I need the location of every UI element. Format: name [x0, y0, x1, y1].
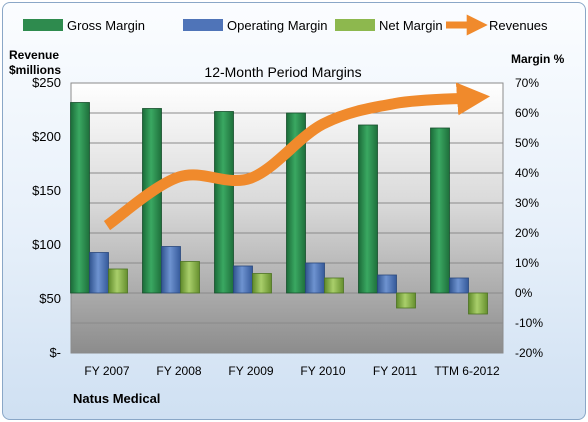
category-label: FY 2007 — [84, 364, 129, 378]
right-tick-label: 0% — [515, 286, 533, 300]
right-tick-label: -10% — [515, 316, 543, 330]
left-axis-title-line1: Revenue — [9, 48, 59, 62]
net-margin-bar — [324, 277, 344, 294]
legend-item-operating-margin: Operating Margin — [183, 18, 327, 33]
net-margin-bar — [396, 292, 416, 309]
legend-swatch-gross-margin — [23, 19, 63, 31]
right-tick-label: 20% — [515, 226, 539, 240]
bars — [70, 102, 488, 315]
margins-chart: Gross Margin Operating Margin Net Margin… — [9, 14, 565, 406]
net-margin-bar — [180, 261, 200, 294]
legend: Gross Margin Operating Margin Net Margin… — [23, 14, 548, 36]
legend-item-revenues: Revenues — [446, 14, 548, 36]
left-tick-label: $200 — [32, 129, 61, 144]
legend-label-net-margin: Net Margin — [379, 18, 443, 33]
left-axis-title-line2: $millions — [9, 63, 61, 77]
legend-item-net-margin: Net Margin — [335, 18, 443, 33]
operating-margin-bar — [377, 274, 397, 294]
category-label: FY 2009 — [228, 364, 273, 378]
legend-swatch-net-margin — [335, 19, 375, 31]
right-tick-label: -20% — [515, 346, 543, 360]
left-tick-label: $50 — [39, 291, 61, 306]
legend-item-gross-margin: Gross Margin — [23, 18, 145, 33]
revenues-line — [103, 82, 491, 231]
left-tick-label: $250 — [32, 75, 61, 90]
revenue-line-layer — [103, 82, 491, 231]
chart-title: 12-Month Period Margins — [204, 64, 361, 80]
right-tick-label: 10% — [515, 256, 539, 270]
legend-label-revenues: Revenues — [489, 18, 548, 33]
operating-margin-bar — [161, 246, 181, 294]
right-tick-label: 30% — [515, 196, 539, 210]
net-margin-bar — [468, 292, 488, 315]
net-margin-bar — [108, 268, 128, 294]
right-axis-title: Margin % — [511, 52, 565, 66]
gross-margin-bar — [70, 102, 90, 294]
right-axis-ticks: -20% -10% 0% 10% 20% 30% 40% 50% 60% 70% — [515, 76, 543, 360]
operating-margin-bar — [233, 265, 253, 294]
left-tick-label: $- — [49, 345, 61, 360]
gross-margin-bar — [430, 127, 450, 294]
category-label: FY 2010 — [300, 364, 345, 378]
operating-margin-bar — [305, 262, 325, 294]
operating-margin-bar — [449, 277, 469, 294]
left-axis-ticks: $- $50 $100 $150 $200 $250 — [32, 75, 61, 360]
category-label: FY 2011 — [373, 364, 418, 378]
gross-margin-bar — [214, 111, 234, 294]
category-labels: FY 2007 FY 2008 FY 2009 FY 2010 FY 2011 TTM 6… — [84, 364, 500, 378]
right-tick-label: 60% — [515, 106, 539, 120]
gross-margin-bar — [358, 124, 378, 294]
right-tick-label: 70% — [515, 76, 539, 90]
legend-label-operating-margin: Operating Margin — [227, 18, 327, 33]
gross-margin-bar — [286, 112, 306, 294]
left-tick-label: $100 — [32, 237, 61, 252]
legend-swatch-operating-margin — [183, 19, 223, 31]
legend-label-gross-margin: Gross Margin — [67, 18, 145, 33]
category-label: FY 2008 — [156, 364, 201, 378]
company-label: Natus Medical — [73, 391, 160, 406]
left-tick-label: $150 — [32, 183, 61, 198]
right-tick-label: 50% — [515, 136, 539, 150]
category-label: TTM 6-2012 — [434, 364, 500, 378]
net-margin-bar — [252, 273, 272, 294]
right-tick-label: 40% — [515, 166, 539, 180]
operating-margin-bar — [89, 252, 109, 294]
